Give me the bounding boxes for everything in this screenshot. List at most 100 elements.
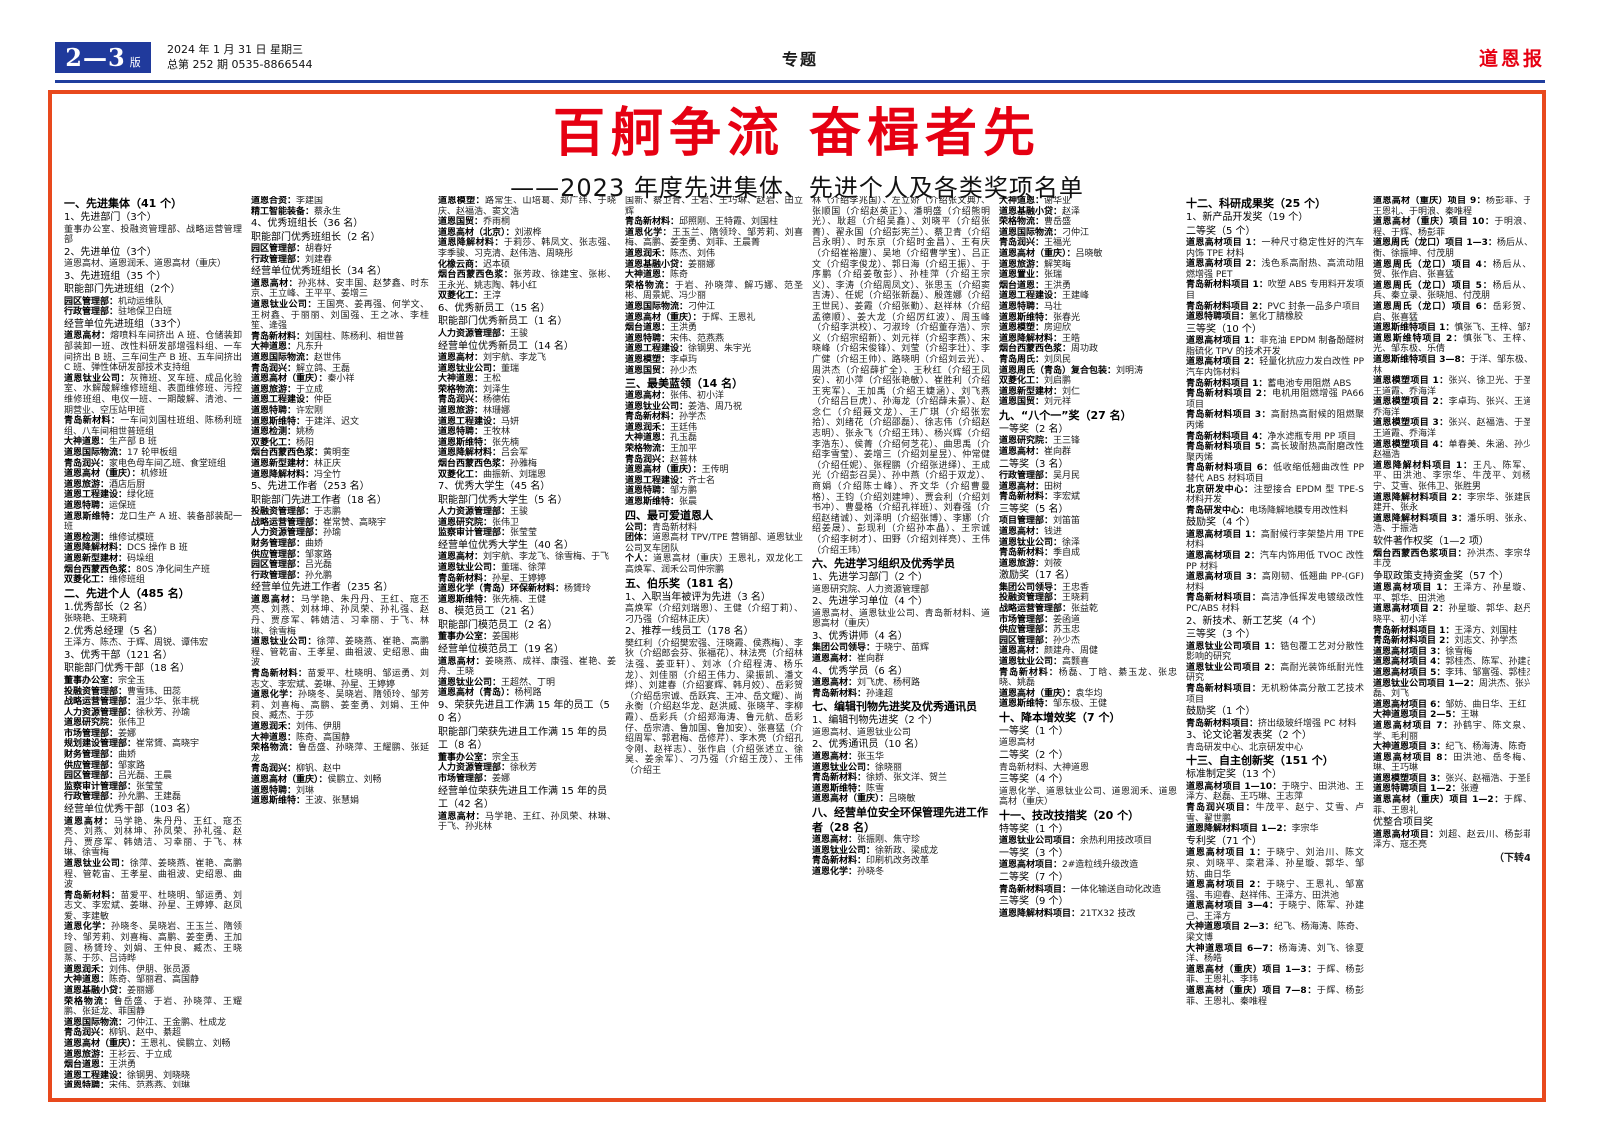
entry-label: 道恩高材项目 6： <box>1373 699 1446 710</box>
award-entry: 道恩特聘项目：氢化丁腈橡胶 <box>1186 312 1304 323</box>
award-entry: 北京研发中心：注塑接合 EPDM 型 TPE-S 材料开发 <box>1186 484 1364 506</box>
entry-label: 双菱化工： <box>999 376 1045 387</box>
award-entry: 道恩工程建设：徐钢男、朱宇光 <box>625 344 752 355</box>
entry-label: 道恩高材（重庆）项目 7—8： <box>1186 986 1317 997</box>
entry-label: 个人： <box>625 554 654 565</box>
entry-label: 道恩模塑： <box>625 354 671 365</box>
award-entry: 道恩高材（重庆）项目 10：于明浪、秦唯程、于辉、杨彭菲 <box>1373 217 1530 238</box>
entry-label: 道恩高材（重庆）： <box>812 794 889 805</box>
entry-label: 道恩钛业公司： <box>438 677 502 688</box>
award-entry: 青岛润兴项目：牛茂平、赵宁、艾雪、卢雪、翟世鹏 <box>1186 803 1364 824</box>
award-entry: 双菱化工：杨阳 <box>251 437 315 448</box>
award-entry: 人力资源管理部：徐秋芳、孙瑜 <box>64 707 191 718</box>
award-entry: 青岛润兴：家电色母车间乙班、食堂班组 <box>64 458 227 469</box>
award-entry: 投融资管理部：于志鹏 <box>251 507 342 518</box>
award-entry: 道恩化学：孙晓冬 <box>812 866 885 877</box>
entry-label: 道恩新型建材： <box>251 458 315 469</box>
award-entry: 道恩降解材料项目 2：李宗华、张建民、孙建开、张永 <box>1373 492 1530 514</box>
section-heading: 六、先进学习组织及优秀学员 <box>812 557 955 571</box>
award-entry: 道恩高材、道恩润禾、道恩高材（重庆） <box>64 259 227 270</box>
award-entry: 荣格物流：鲁岳盛、于岩、孙晓萍、王耀鹏、张延龙、菲国静 <box>64 996 242 1018</box>
section-heading: 软件著作权奖（1—2 项） <box>1373 536 1489 547</box>
entry-label: 青岛润兴： <box>64 1028 110 1039</box>
section-heading: 经营单位先进工作者（235 名） <box>251 582 394 594</box>
section-heading: 三、最美蓝领（14 名） <box>625 377 744 391</box>
entry-label: 道恩研究院： <box>438 517 493 528</box>
entry-label: 人力资源管理部： <box>64 707 137 718</box>
award-entry: 双菱化工：刘启鹏 <box>999 376 1072 387</box>
entry-label: 道恩斯维特： <box>251 416 306 427</box>
entry-label: 道恩降解材料： <box>251 469 315 480</box>
award-entry: 道恩高材（重庆）：吕晓敏 <box>999 248 1103 259</box>
entry-label: 大神道恩： <box>625 433 671 444</box>
section-heading: 6、优秀新员工（15 名） <box>438 302 551 314</box>
entry-label: 道恩高材（重庆）： <box>625 465 702 476</box>
entry-label: 青岛新材料项目 1： <box>1186 280 1268 291</box>
entry-label: 烟台道恩： <box>625 323 671 334</box>
entry-label: 道恩高材： <box>812 834 858 845</box>
section-heading: 2、推荐一线员工（178 名） <box>625 626 754 638</box>
entry-label: 道恩降解材料： <box>438 238 504 249</box>
award-entry: 道恩润禾：王廷伟 <box>625 422 698 433</box>
entry-label: 供应管理部： <box>64 760 119 771</box>
award-entry: 道恩高材：刘宇航、李龙飞 <box>438 353 547 364</box>
entry-label: 烟台西蒙西色浆项目： <box>1373 548 1467 559</box>
entry-label: 道恩高材： <box>438 552 484 563</box>
entry-label: 市场管理部： <box>438 774 493 785</box>
section-heading: 鼓励奖（4 个） <box>1186 517 1256 529</box>
entry-label: 道恩高材项目 5： <box>1373 667 1446 678</box>
award-entry: 道恩高材项目 3：高刚韧、低翘曲 PP-(GF) 材料 <box>1186 572 1364 593</box>
award-entry: 道恩斯维特：张先楠、王健 <box>438 594 547 605</box>
award-entry: 青岛润兴：王福光 <box>999 238 1072 249</box>
entry-label: 双菱化工： <box>438 469 484 480</box>
award-entry: 董事办公室：姜国彬 <box>438 632 520 643</box>
entry-label: 道恩国贸： <box>438 217 484 228</box>
award-entry: 监察审计管理部：张莹莹 <box>64 781 164 792</box>
award-entry: 道恩钛业公司：徐萍、姜晓燕、崔艳、高鹏程、管乾宙、王孝星、曲祖波、史绍恩、曲波 <box>251 637 429 669</box>
entry-label: 道恩国际物流： <box>999 227 1063 238</box>
section-label: 专题 <box>781 50 818 69</box>
award-entry: 青岛新材料项目 3：高耐热高耐候的阻燃聚丙烯 <box>1186 410 1364 431</box>
award-entry: 道恩模塑项目 4：单春美、朱涵、孙少伟、赵福浩 <box>1373 439 1530 461</box>
award-entry: 道恩润禾：刘伟、伊朋、张员源 <box>64 964 191 975</box>
entry-label: 道恩斯维特： <box>999 312 1054 323</box>
award-entry: 道恩高材：张伟、初小洋 <box>625 391 725 402</box>
award-entry: 道恩国际物流：赵世伟 <box>251 353 342 364</box>
entry-label: 道恩高材项目 7： <box>1373 720 1454 731</box>
award-entry: 道恩斯维特项目 1：慎张飞、王梓、邹东极 <box>1373 323 1530 334</box>
award-entry: 道恩斯维特：于建洋、迟文 <box>251 416 360 427</box>
award-entry: 道恩高材：刘飞虎、杨柯路 <box>812 678 921 689</box>
text-column-5: 林（介绍李兆国）、左立娇（介绍张文典）、张顺国（介绍赵英正）、潘明盛（介绍熊明光… <box>812 196 990 1088</box>
entry-label: 集团公司领导： <box>999 582 1063 593</box>
award-entry: 荣格物流：鲁岳盛、孙晓萍、王耀鹏、张延龙 <box>251 743 429 764</box>
entry-label: 道恩高材： <box>812 654 858 665</box>
section-heading: 8、模范员工（21 名） <box>438 606 541 618</box>
section-heading: 三等奖（4 个） <box>999 774 1069 786</box>
entry-label: 公司： <box>625 522 653 533</box>
award-entry: 道恩工程建设：王建峰 <box>999 291 1090 302</box>
entry-label: 道恩高材： <box>999 646 1045 657</box>
award-entry: 道恩周氏（龙口）项目 6：岳彩贺、张作启、张喜猛 <box>1373 301 1530 323</box>
section-heading: 十一、技改技措奖（20 个） <box>999 808 1140 822</box>
award-entry: 道恩钛业公司：高颢喜 <box>999 656 1090 667</box>
award-entry: 烟台西蒙西色浆项目：孙洪杰、李宗华、刘丰茂 <box>1373 548 1530 570</box>
entry-label: 青岛新材料项目 3： <box>1186 410 1271 421</box>
section-heading: 1、新产品开发奖（19 个） <box>1186 212 1309 223</box>
entry-label: 青岛新材料项目 2： <box>1186 301 1268 312</box>
award-entry: 张晓艳、王晓莉 <box>64 614 128 625</box>
entry-label: 青岛新材料： <box>251 668 308 679</box>
award-entry: 道恩高材项目 1：王泽方、孙星璇、刘晓平、郭华、田洪池 <box>1373 583 1530 604</box>
award-entry: 行政管理部：吴月民 <box>999 471 1081 482</box>
award-entry: 园区管理部：孙少杰 <box>999 635 1081 646</box>
article-title: 百舸争流 奋楫者先 <box>552 104 1042 164</box>
entry-label: 道恩高材项目 3—4： <box>1186 901 1279 912</box>
award-entry: 市场管理部：姜函道 <box>999 614 1081 625</box>
award-entry: 道恩化学、道恩钛业公司、道恩润禾、道恩高材（重庆） <box>999 786 1177 808</box>
section-heading: 4、优秀学员（6 名） <box>812 665 908 677</box>
award-entry: 烟台西蒙西色浆：孙雅梅 <box>438 458 538 469</box>
award-entry: 园区管理部：胡春好 <box>251 244 333 255</box>
section-heading: 一等奖（3 个） <box>999 847 1069 859</box>
entry-label: 道恩高材： <box>999 481 1045 492</box>
award-entry: 青岛新材料：邱照刚、王特霞、刘国柱 <box>625 217 779 228</box>
award-entry: 投融资管理部：王晓莉 <box>999 593 1090 604</box>
